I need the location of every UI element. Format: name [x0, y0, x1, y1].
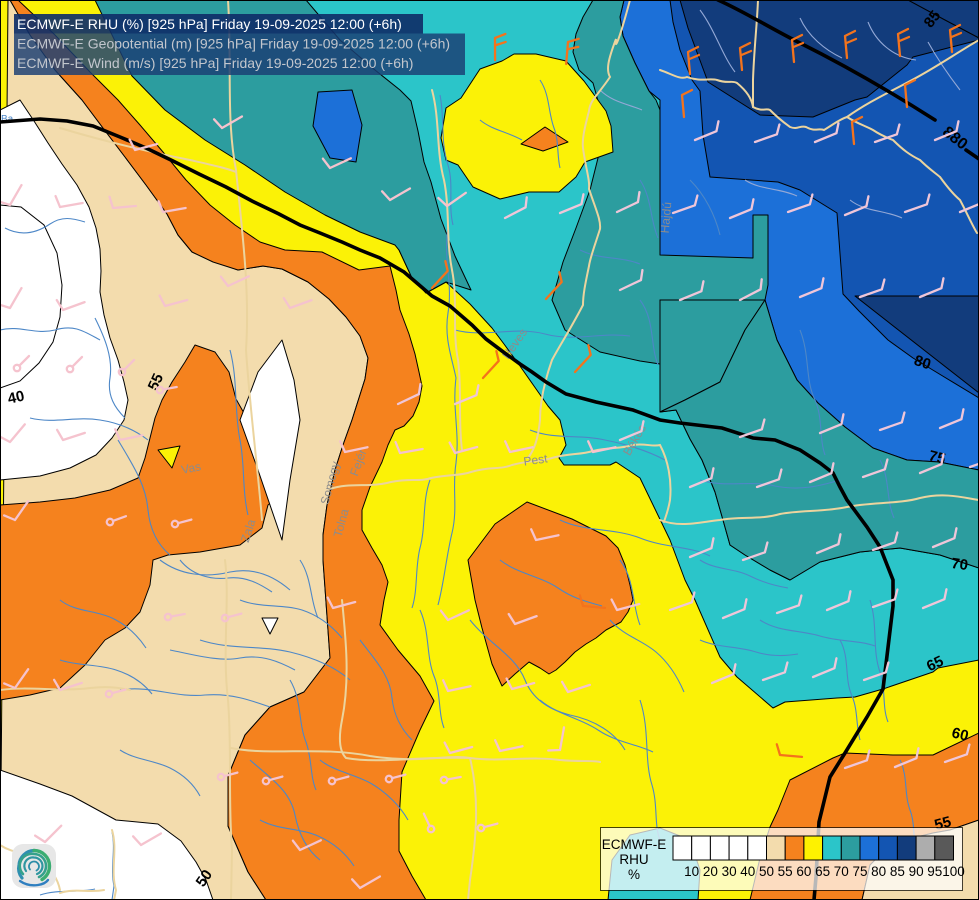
svg-text:65: 65: [924, 653, 946, 675]
svg-text:100: 100: [942, 864, 965, 879]
svg-text:80: 80: [871, 864, 886, 879]
svg-text:85: 85: [890, 864, 905, 879]
svg-text:90: 90: [909, 864, 924, 879]
svg-text:Vas: Vas: [180, 459, 202, 477]
svg-text:55: 55: [778, 864, 793, 879]
svg-text:Pest: Pest: [523, 451, 549, 468]
svg-text:95: 95: [927, 864, 942, 879]
svg-text:80: 80: [912, 352, 933, 373]
svg-text:60: 60: [950, 724, 970, 745]
svg-text:50: 50: [759, 864, 774, 879]
svg-text:ECMWF-E RHU (%) [925 hPa] Frid: ECMWF-E RHU (%) [925 hPa] Friday 19-09-2…: [17, 16, 402, 32]
svg-text:50: 50: [193, 867, 216, 890]
svg-text:85: 85: [921, 7, 945, 31]
svg-text:ECMWF-E: ECMWF-E: [602, 837, 667, 852]
svg-text:70: 70: [834, 864, 849, 879]
svg-text:RHU: RHU: [619, 852, 648, 867]
svg-text:40: 40: [740, 864, 755, 879]
svg-text:75: 75: [852, 864, 867, 879]
svg-text:Ba: Ba: [1, 114, 14, 125]
svg-text:65: 65: [815, 864, 830, 879]
svg-text:ECMWF-E Wind (m/s) [925 hPa] F: ECMWF-E Wind (m/s) [925 hPa] Friday 19-0…: [17, 55, 413, 71]
svg-text:30: 30: [722, 864, 737, 879]
svg-text:Zala: Zala: [238, 517, 259, 544]
svg-text:Hajdú: Hajdú: [658, 201, 675, 233]
svg-text:10: 10: [684, 864, 699, 879]
svg-text:40: 40: [6, 388, 26, 408]
svg-text:%: %: [628, 867, 640, 882]
svg-text:20: 20: [703, 864, 718, 879]
svg-text:70: 70: [950, 555, 969, 574]
svg-text:ECMWF-E Geopotential (m) [925: ECMWF-E Geopotential (m) [925 hPa] Frida…: [17, 36, 450, 52]
svg-text:60: 60: [796, 864, 811, 879]
